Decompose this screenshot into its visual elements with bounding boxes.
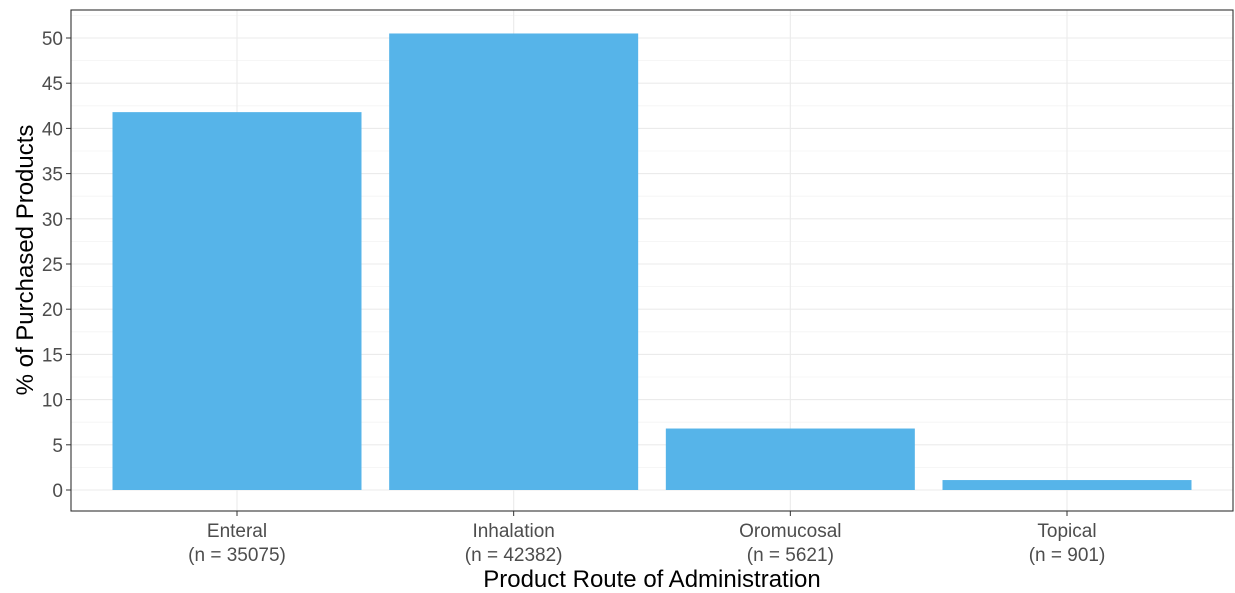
y-tick-label: 5	[52, 436, 63, 457]
x-tick-label: Topical	[1037, 521, 1096, 542]
panel-border	[70, 9, 1234, 512]
y-tick-label: 15	[42, 345, 63, 366]
bar-oromucosal	[665, 428, 915, 490]
bar-topical	[942, 480, 1192, 490]
y-tick-label: 35	[42, 165, 63, 186]
x-tick-count-label: (n = 901)	[1029, 545, 1106, 566]
y-tick-label: 20	[42, 300, 63, 321]
x-tick-count-label: (n = 42382)	[465, 545, 563, 566]
y-axis: 0 5 10 15 20 25 30 35 40 45 50	[42, 29, 71, 502]
bar-inhalation	[389, 33, 639, 490]
y-tick-label: 10	[42, 391, 63, 412]
y-tick-label: 50	[42, 29, 63, 50]
y-axis-title: % of Purchased Products	[12, 125, 39, 396]
bar-enteral	[112, 112, 362, 491]
x-axis: Enteral (n = 35075) Inhalation (n = 42382) O…	[188, 511, 1105, 566]
x-tick-count-label: (n = 5621)	[747, 545, 834, 566]
x-tick-label: Inhalation	[472, 521, 554, 542]
y-tick-label: 0	[52, 481, 63, 502]
y-tick-label: 45	[42, 74, 63, 95]
x-tick-label: Oromucosal	[739, 521, 841, 542]
y-tick-label: 40	[42, 119, 63, 140]
bars	[112, 33, 1192, 491]
x-tick-count-label: (n = 35075)	[188, 545, 286, 566]
y-tick-label: 25	[42, 255, 63, 276]
x-tick-label: Enteral	[207, 521, 267, 542]
x-axis-title: Product Route of Administration	[483, 566, 821, 593]
y-tick-label: 30	[42, 210, 63, 231]
